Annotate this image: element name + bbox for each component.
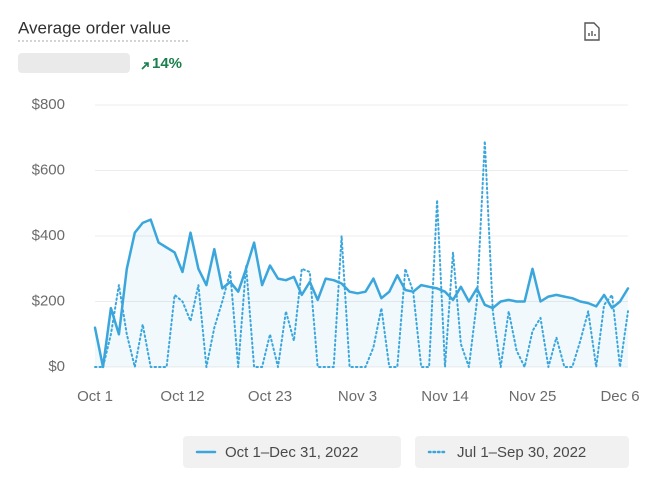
y-tick-label: $0 [48, 358, 65, 375]
x-tick-label: Oct 1 [77, 388, 113, 405]
legend-label: Jul 1–Sep 30, 2022 [457, 444, 586, 461]
x-tick-label: Nov 14 [421, 388, 469, 405]
y-tick-label: $200 [32, 292, 65, 309]
x-tick-label: Nov 25 [509, 388, 557, 405]
legend-box[interactable] [183, 436, 401, 468]
report-icon [584, 22, 600, 41]
x-tick-label: Nov 3 [338, 388, 377, 405]
blurred-value [18, 53, 130, 73]
y-tick-label: $800 [32, 96, 65, 113]
y-tick-label: $400 [32, 227, 65, 244]
y-tick-label: $600 [32, 161, 65, 178]
x-tick-label: Oct 12 [160, 388, 204, 405]
series-line [94, 140, 629, 368]
change: 14% [152, 55, 182, 72]
x-tick-label: Dec 6 [600, 388, 639, 405]
legend-box[interactable] [415, 436, 629, 468]
x-tick-label: Oct 23 [248, 388, 292, 405]
legend-label: Oct 1–Dec 31, 2022 [225, 444, 358, 461]
series-line [93, 218, 630, 369]
chart-title: Average order value [18, 18, 171, 37]
up-arrow [141, 62, 149, 70]
